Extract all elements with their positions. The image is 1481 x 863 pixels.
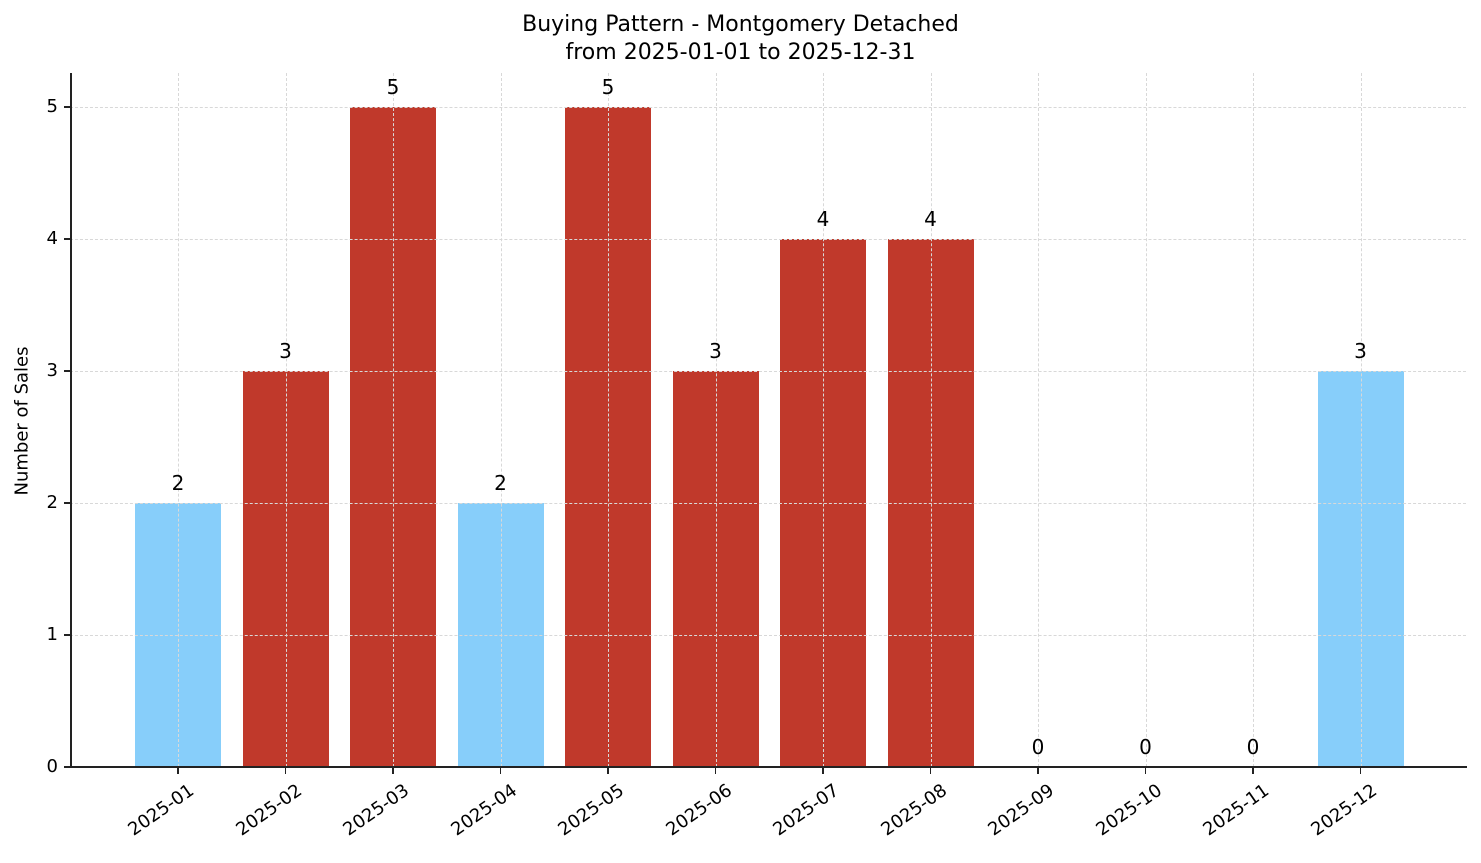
x-tick — [1359, 768, 1362, 774]
y-axis-line — [70, 73, 72, 768]
x-gridline — [823, 73, 824, 767]
y-gridline — [70, 371, 1466, 372]
x-tick-label: 2025-09 — [984, 780, 1059, 841]
value-label: 5 — [601, 75, 615, 99]
x-tick-label: 2025-06 — [661, 780, 736, 841]
value-label: 0 — [1139, 735, 1152, 759]
y-tick-label: 1 — [46, 624, 58, 645]
y-tick-label: 2 — [46, 492, 58, 513]
value-label: 4 — [924, 207, 937, 231]
chart-title: Buying Pattern - Montgomery Detached — [522, 12, 959, 37]
value-label: 5 — [386, 75, 400, 99]
x-tick — [714, 768, 717, 774]
x-tick-label: 2025-11 — [1199, 780, 1274, 841]
x-tick-label: 2025-07 — [769, 780, 844, 841]
y-tick — [64, 634, 70, 636]
y-tick — [64, 238, 70, 240]
x-gridline — [178, 73, 179, 767]
y-tick-label: 3 — [46, 360, 58, 381]
x-gridline — [608, 73, 609, 767]
x-tick — [1144, 768, 1147, 774]
y-tick-label: 5 — [46, 96, 58, 117]
y-tick — [64, 106, 70, 108]
x-tick — [929, 768, 932, 774]
x-tick — [177, 768, 179, 774]
value-label: 3 — [279, 339, 292, 363]
x-tick-label: 2025-10 — [1091, 780, 1166, 841]
x-gridline — [715, 73, 717, 767]
x-tick-label: 2025-12 — [1306, 780, 1381, 841]
value-label: 0 — [1031, 735, 1045, 759]
y-tick — [64, 766, 70, 768]
value-label: 3 — [709, 339, 722, 363]
x-tick — [607, 768, 609, 774]
x-tick-label: 2025-04 — [446, 780, 521, 841]
value-label: 4 — [816, 207, 830, 231]
value-label: 2 — [494, 471, 507, 495]
y-gridline — [70, 503, 1466, 504]
y-tick — [64, 502, 70, 504]
x-gridline — [1360, 73, 1362, 767]
x-gridline — [285, 73, 287, 767]
x-tick — [822, 768, 824, 774]
y-gridline — [70, 239, 1466, 240]
x-tick-label: 2025-03 — [339, 780, 414, 841]
y-tick — [64, 370, 70, 372]
x-tick — [1037, 768, 1039, 774]
x-tick — [284, 768, 287, 774]
x-tick — [499, 768, 502, 774]
x-tick-label: 2025-05 — [554, 780, 629, 841]
x-gridline — [1038, 73, 1039, 767]
chart-subtitle: from 2025-01-01 to 2025-12-31 — [565, 40, 916, 65]
x-axis-line — [70, 766, 1467, 768]
x-gridline — [1253, 73, 1254, 767]
x-gridline — [393, 73, 394, 767]
y-gridline — [70, 107, 1466, 108]
x-tick-label: 2025-01 — [124, 780, 199, 841]
value-label: 0 — [1246, 735, 1260, 759]
value-label: 3 — [1354, 339, 1367, 363]
x-tick — [1252, 768, 1254, 774]
x-gridline — [1145, 73, 1147, 767]
y-tick-label: 4 — [46, 228, 58, 249]
x-tick — [392, 768, 394, 774]
value-label: 2 — [171, 471, 185, 495]
y-tick-label: 0 — [46, 756, 58, 777]
x-tick-label: 2025-02 — [231, 780, 306, 841]
y-gridline — [70, 635, 1466, 636]
x-gridline — [930, 73, 932, 767]
x-tick-label: 2025-08 — [876, 780, 951, 841]
x-gridline — [500, 73, 502, 767]
